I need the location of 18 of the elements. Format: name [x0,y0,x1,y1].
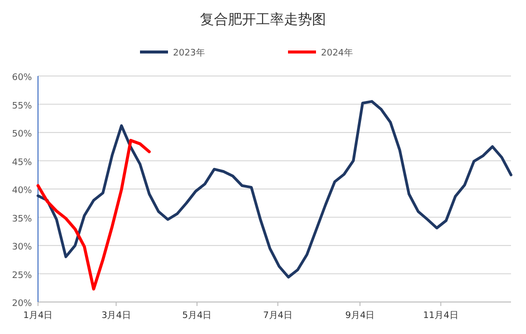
y-tick-label: 20% [12,299,32,309]
y-tick-label: 45% [12,158,32,168]
x-tick-label: 1月4日 [23,311,53,321]
y-tick-label: 35% [12,214,32,224]
y-tick-label: 55% [12,101,32,112]
y-tick-label: 30% [12,242,32,252]
x-tick-label: 5月4日 [182,311,212,321]
y-tick-label: 50% [12,130,32,140]
x-tick-label: 7月4日 [263,311,293,321]
y-tick-label: 40% [12,186,32,196]
x-tick-label: 3月4日 [101,311,131,321]
x-tick-label: 9月4日 [345,311,375,321]
chart-title: 复合肥开工率走势图 [200,12,326,28]
x-tick-label: 11月4日 [423,311,458,321]
y-tick-label: 25% [12,270,32,281]
y-tick-label: 60% [12,73,32,83]
legend-label: 2024年 [321,48,353,58]
legend-label: 2023年 [173,48,205,58]
